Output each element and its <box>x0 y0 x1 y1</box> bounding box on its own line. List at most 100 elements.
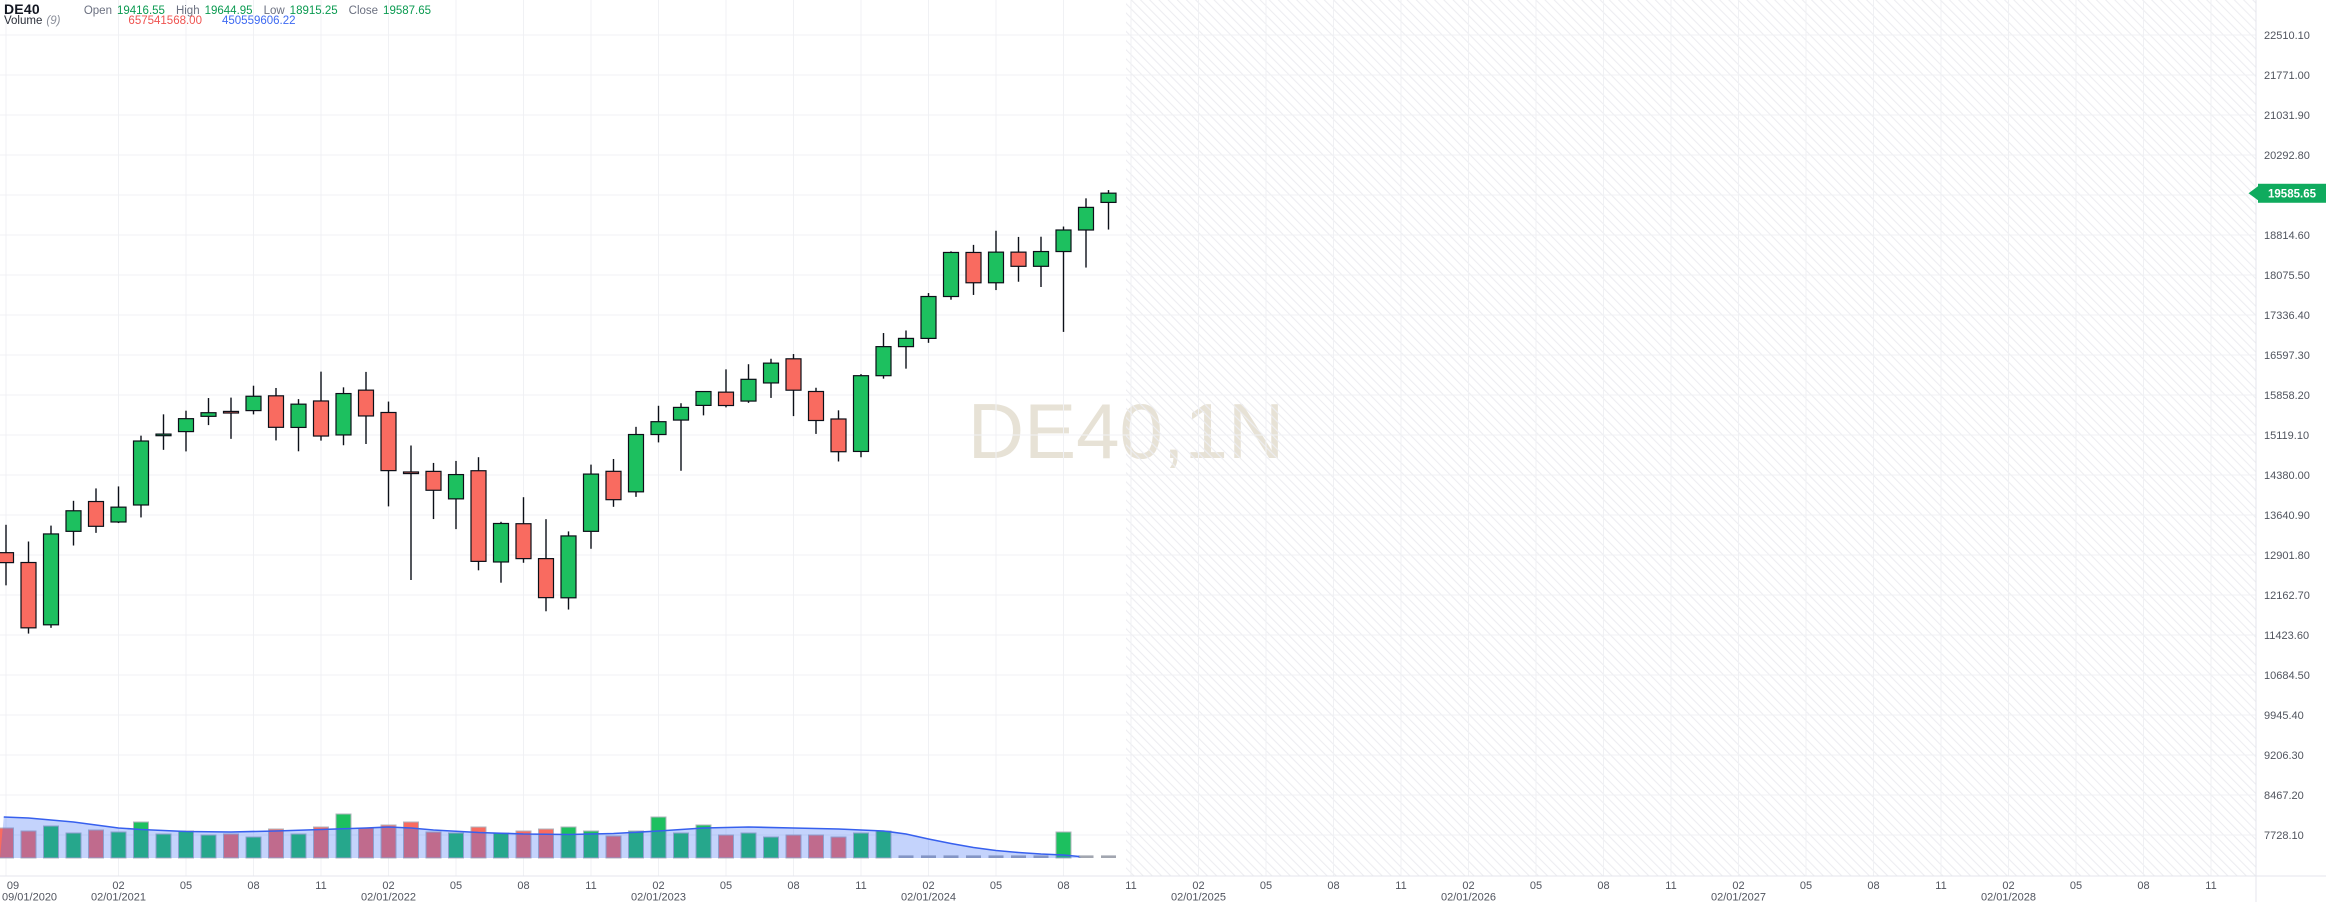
time-axis-month-label: 02 <box>382 880 394 892</box>
time-axis-month-label: 11 <box>2205 880 2216 892</box>
volume-bar <box>650 816 667 859</box>
candle-body <box>312 400 330 437</box>
time-axis-month-label: 05 <box>1260 880 1272 892</box>
time-axis-month-label: 02 <box>652 880 664 892</box>
candle-body <box>560 535 577 599</box>
candle-body <box>200 412 217 417</box>
price-tag-box <box>2258 183 2326 203</box>
symbol-legend-row[interactable]: DE40 Open 19416.55 High 19644.95 Low 189… <box>4 1 442 17</box>
time-axis-date-label: 02/01/2026 <box>1441 892 1496 902</box>
volume-period: (9) <box>46 15 61 27</box>
candle-body <box>267 395 285 428</box>
volume-bar <box>155 833 172 859</box>
time-axis-month-label: 05 <box>720 880 732 892</box>
price-axis-label: 18814.60 <box>2264 230 2310 242</box>
price-axis-label: 11423.60 <box>2264 630 2309 642</box>
volume-bar <box>223 833 239 859</box>
volume-dash <box>966 855 981 858</box>
price-axis-label: 17336.40 <box>2264 310 2310 322</box>
time-axis-month-label: 02 <box>1462 880 1474 892</box>
volume-bar <box>470 826 487 859</box>
time-axis-month-label: 11 <box>1125 880 1136 892</box>
volume-indicator-row[interactable]: Volume (9) 657541568.00 450559606.22 <box>4 15 442 28</box>
candles-layer <box>0 190 1117 634</box>
time-axis-month-label: 11 <box>1665 880 1676 892</box>
candle-body <box>110 506 127 523</box>
time-axis-month-label: 08 <box>517 880 529 892</box>
volume-bar <box>133 821 149 859</box>
candle-body <box>695 390 712 407</box>
time-axis-month-label: 05 <box>180 880 192 892</box>
time-axis-date-label: 02/01/2021 <box>91 892 146 902</box>
candle-body <box>290 403 307 429</box>
high-label: High <box>175 5 200 17</box>
time-axis-month-label: 08 <box>1057 880 1069 892</box>
candle-body <box>650 421 667 436</box>
candle-body <box>897 337 915 348</box>
volume-dash <box>1078 855 1094 858</box>
time-axis-month-label: 05 <box>990 880 1002 892</box>
time-axis-month-label: 05 <box>1800 880 1812 892</box>
time-axis-month-label: 11 <box>585 880 596 892</box>
price-axis-label: 21771.00 <box>2264 70 2310 82</box>
time-axis-date-label: 09/01/2020 <box>2 892 57 902</box>
volume-ma-line <box>3 816 1080 858</box>
candle-body <box>1055 229 1072 253</box>
candle-body <box>177 418 195 433</box>
candle-body <box>807 390 825 422</box>
candle-body <box>515 523 532 560</box>
volume-bar <box>808 834 824 859</box>
time-axis-date-label: 02/01/2022 <box>361 892 416 902</box>
volume-bar <box>380 824 397 859</box>
candle-body <box>627 433 645 493</box>
candle-body <box>402 471 420 475</box>
volume-bar <box>313 826 329 859</box>
volume-dash <box>1011 855 1026 858</box>
volume-bar <box>785 834 802 859</box>
close-label: Close <box>348 5 379 17</box>
volume-bar <box>1055 831 1072 859</box>
candle-body <box>447 473 465 500</box>
volume-bar <box>695 824 712 859</box>
volume-dash <box>1033 855 1049 858</box>
volume-bar <box>583 830 599 859</box>
time-axis-month-label: 11 <box>1935 880 1946 892</box>
candle-body <box>920 295 937 340</box>
price-axis-label: 8467.20 <box>2264 790 2304 802</box>
low-value: 18915.25 <box>289 5 338 17</box>
volume-ma-value: 450559606.22 <box>221 15 296 27</box>
time-axis-month-label: 08 <box>1597 880 1609 892</box>
volume-bar <box>335 813 352 859</box>
time-axis-date-label: 02/01/2025 <box>1171 892 1226 902</box>
candle-body <box>425 470 442 491</box>
candle-body <box>335 392 352 436</box>
volume-bar <box>605 835 622 859</box>
candle-body <box>852 375 870 453</box>
volume-bar <box>830 836 847 859</box>
price-axis-label: 14380.00 <box>2264 470 2310 482</box>
price-axis[interactable]: 22510.10 21771.00 21031.90 20292.80 18814.60… <box>2264 30 2310 842</box>
time-axis-date-label: 02/01/2023 <box>631 892 686 902</box>
candle-body <box>582 473 600 532</box>
price-axis-label: 10684.50 <box>2264 670 2310 682</box>
time-axis-month-label: 08 <box>1327 880 1339 892</box>
candle-body <box>155 433 172 437</box>
time-axis-month-label: 02 <box>1732 880 1744 892</box>
price-axis-label: 12901.80 <box>2264 550 2310 562</box>
open-value: 19416.55 <box>116 5 165 17</box>
time-axis-month-label: 02 <box>2002 880 2014 892</box>
time-axis-date-label: 02/01/2028 <box>1981 892 2036 902</box>
candle-body <box>357 389 375 417</box>
volume-pane <box>0 813 1116 859</box>
volume-dash <box>921 855 936 858</box>
time-axis-date-label: 02/01/2024 <box>901 892 956 902</box>
future-region-hatch <box>1126 0 2256 876</box>
price-axis-label: 15119.10 <box>2264 430 2309 442</box>
volume-bar <box>88 829 104 859</box>
volume-dash <box>943 855 959 858</box>
candle-body <box>1010 251 1027 267</box>
price-tag-value: 19585.65 <box>2268 188 2317 200</box>
